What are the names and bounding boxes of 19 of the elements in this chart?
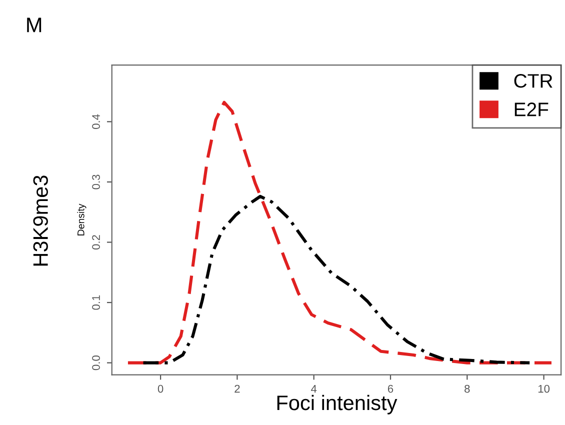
y-axis-title: Density <box>77 204 86 236</box>
y-tick-label: 0.3 <box>92 174 100 190</box>
legend-label: E2F <box>514 102 548 116</box>
x-tick-label: 0 <box>158 384 164 393</box>
x-axis-title: Foci intenisty <box>277 394 398 414</box>
line-series <box>142 194 532 364</box>
y-tick-label: 0.0 <box>92 356 100 370</box>
y-tick-label: 0.4 <box>92 114 100 129</box>
y-tick-label: 0.2 <box>92 235 100 250</box>
chart-title: M <box>27 18 42 32</box>
x-tick-label: 2 <box>234 384 240 393</box>
x-tick-label: 8 <box>464 384 470 393</box>
legend-label: CTR <box>514 74 552 88</box>
x-tick-label: 10 <box>538 384 550 393</box>
x-tick-label: 6 <box>388 384 394 393</box>
y-tick-label: 0.1 <box>92 295 100 310</box>
line-series <box>126 100 553 364</box>
x-tick-label: 4 <box>311 384 317 393</box>
text: H3K9me3 <box>33 176 48 266</box>
